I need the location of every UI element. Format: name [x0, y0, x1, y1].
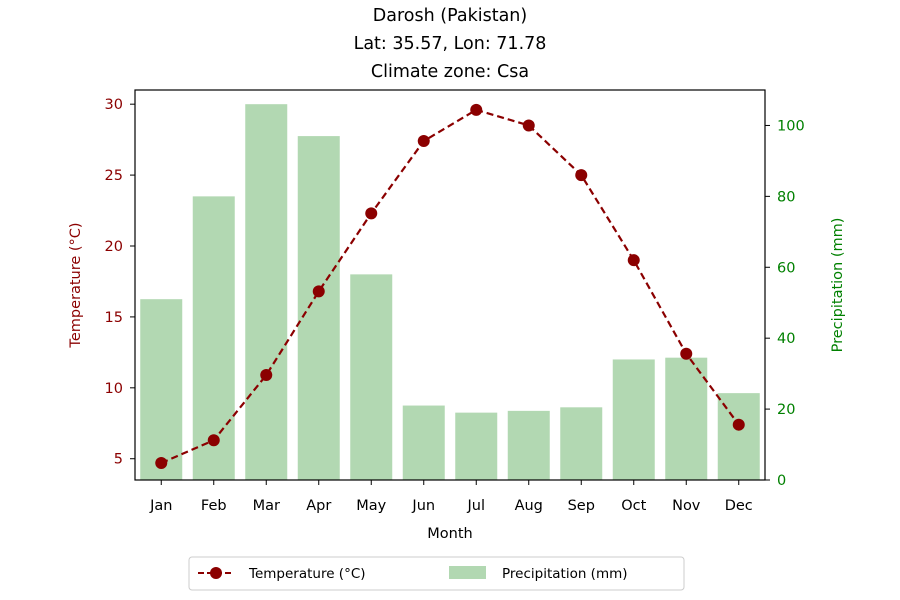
precipitation-bar-mar	[245, 104, 288, 480]
legend: Temperature (°C) Precipitation (mm)	[188, 556, 685, 591]
precipitation-bar-oct	[612, 359, 655, 480]
precipitation-bar-sep	[560, 407, 603, 480]
month-tick-label: Nov	[672, 498, 701, 514]
month-tick-label: Jul	[467, 498, 486, 514]
temperature-point-sep	[575, 169, 588, 182]
temperature-point-jan	[155, 456, 168, 469]
month-tick-label: Dec	[725, 498, 753, 514]
chart-title-line-2: Lat: 35.57, Lon: 71.78	[354, 34, 547, 54]
precipitation-tick-label: 40	[777, 331, 795, 347]
month-axis: Jan Feb Mar Apr May Jun Jul Aug Sep Oct Nov Dec	[149, 480, 753, 514]
temperature-point-jun	[417, 135, 430, 148]
temperature-series	[155, 103, 745, 469]
legend-temperature-label: Temperature (°C)	[248, 566, 366, 582]
month-tick-label: Jan	[149, 498, 172, 514]
temperature-line	[160, 108, 740, 464]
temperature-tick-label: 5	[114, 452, 123, 468]
legend-temperature-marker	[210, 567, 222, 579]
precipitation-tick-label: 80	[777, 189, 795, 205]
chart-title-line-3: Climate zone: Csa	[371, 62, 529, 82]
temperature-tick-label: 30	[105, 97, 123, 113]
right-axis-label: Precipitation (mm)	[830, 218, 846, 353]
precipitation-bar-may	[350, 274, 393, 480]
legend-precipitation-swatch	[449, 566, 486, 579]
temperature-point-jul	[470, 103, 483, 116]
precipitation-bar-aug	[507, 410, 550, 480]
temperature-tick-label: 15	[105, 310, 123, 326]
temperature-point-oct	[627, 254, 640, 267]
temperature-tick-label: 25	[105, 168, 123, 184]
temperature-point-aug	[522, 119, 535, 132]
temperature-point-nov	[680, 347, 693, 360]
precipitation-tick-label: 20	[777, 402, 795, 418]
temperature-point-dec	[732, 418, 745, 431]
precipitation-tick-label: 0	[777, 473, 786, 489]
temperature-tick-label: 10	[105, 381, 123, 397]
month-tick-label: Jun	[411, 498, 435, 514]
legend-precipitation-label: Precipitation (mm)	[502, 566, 628, 582]
month-tick-label: Sep	[568, 498, 595, 514]
temperature-axis: 5 10 15 20 25 30	[105, 97, 135, 468]
precipitation-axis: 0 20 40 60 80 100	[765, 118, 805, 489]
chart-title-line-1: Darosh (Pakistan)	[373, 6, 527, 26]
temperature-tick-label: 20	[105, 239, 123, 255]
precipitation-bar-nov	[665, 357, 708, 480]
month-tick-label: Aug	[515, 498, 543, 514]
temperature-point-may	[365, 207, 378, 220]
precipitation-bar-jul	[455, 412, 498, 480]
temperature-point-mar	[260, 369, 273, 382]
precipitation-bar-feb	[192, 196, 235, 480]
precipitation-bar-jun	[402, 405, 445, 480]
precipitation-tick-label: 100	[777, 118, 805, 134]
month-tick-label: May	[356, 498, 386, 514]
x-axis-label: Month	[427, 526, 472, 542]
month-tick-label: Mar	[253, 498, 280, 514]
temperature-point-apr	[312, 285, 325, 298]
precipitation-bars	[140, 104, 760, 480]
temperature-point-feb	[207, 434, 220, 447]
precipitation-bar-apr	[297, 136, 340, 480]
precipitation-tick-label: 60	[777, 260, 795, 276]
month-tick-label: Apr	[306, 498, 331, 514]
plot-frame	[134, 89, 766, 481]
legend-box	[188, 556, 685, 591]
left-axis-label: Temperature (°C)	[68, 222, 84, 348]
month-tick-label: Feb	[201, 498, 227, 514]
month-tick-label: Oct	[621, 498, 646, 514]
precipitation-bar-jan	[140, 299, 183, 480]
